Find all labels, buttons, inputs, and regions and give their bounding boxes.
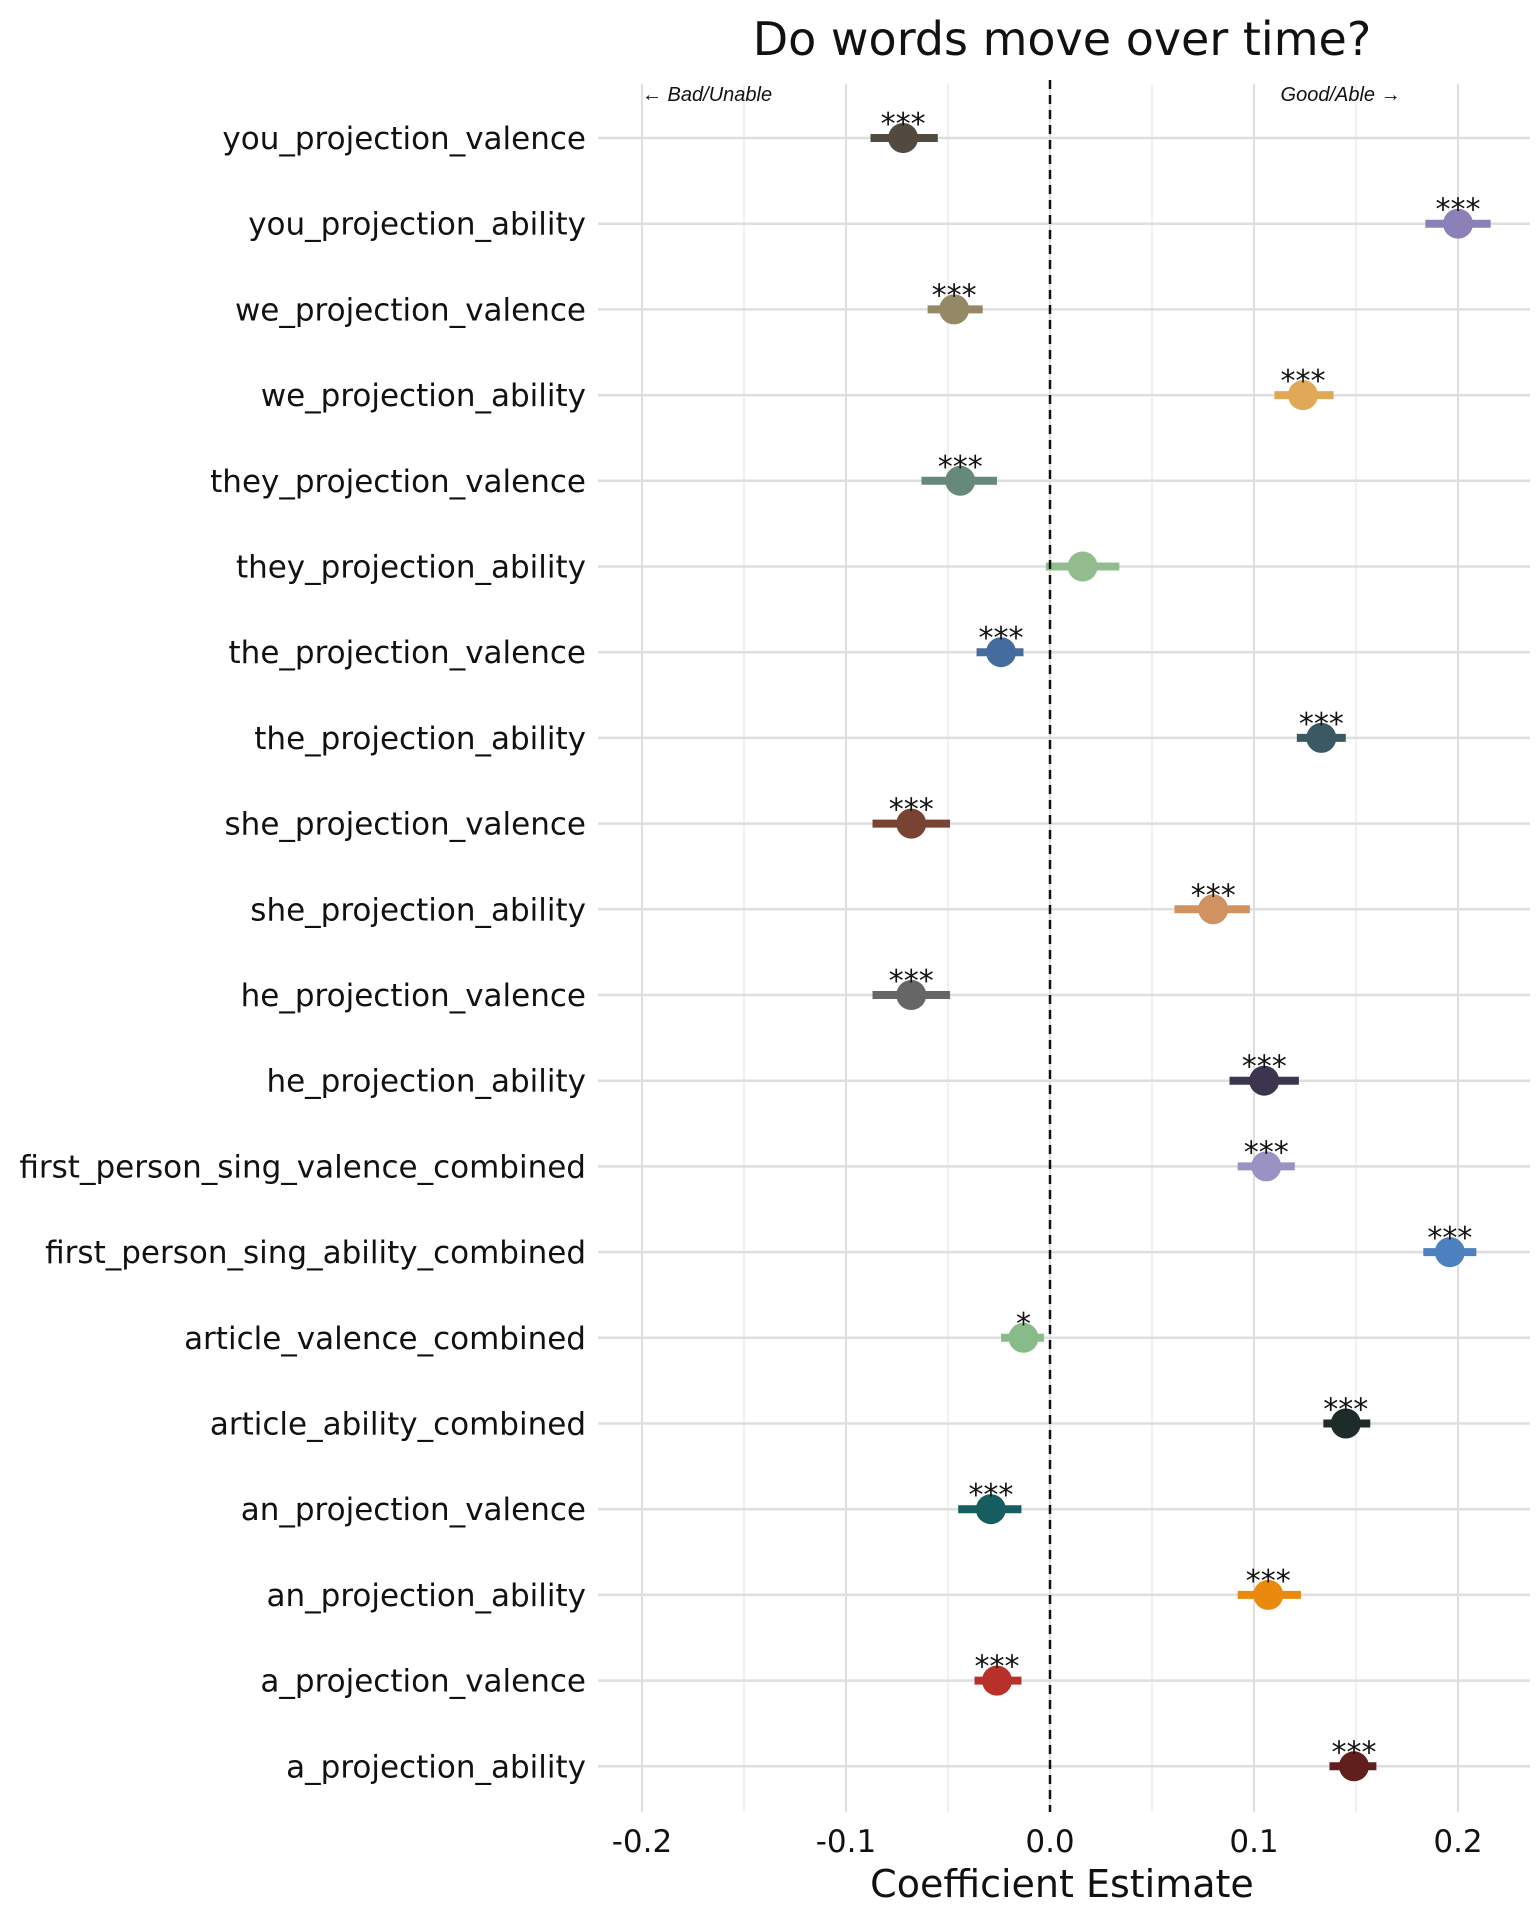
coefficient-point	[1251, 1151, 1282, 1182]
chart-title: Do words move over time?	[753, 12, 1371, 66]
significance-stars: ***	[1280, 364, 1325, 399]
coefficient-point	[1330, 1408, 1361, 1439]
y-tick-label: we_projection_valence	[235, 292, 586, 328]
coefficient-point	[1249, 1065, 1280, 1096]
significance-stars: ***	[932, 278, 977, 313]
significance-stars: ***	[1299, 707, 1344, 742]
y-tick-label: first_person_sing_ability_combined	[45, 1235, 586, 1271]
coefficient-point	[1067, 551, 1098, 582]
significance-stars: ***	[979, 621, 1024, 656]
y-tick-label: she_projection_valence	[225, 807, 586, 843]
significance-stars: ***	[1242, 1050, 1287, 1085]
coefficient-point	[1008, 1322, 1039, 1353]
coefficient-point	[1287, 380, 1318, 411]
significance-stars: ***	[1244, 1135, 1289, 1170]
coefficient-point	[975, 1494, 1006, 1525]
coefficient-point	[939, 294, 970, 325]
significance-stars: ***	[1427, 1221, 1472, 1256]
x-axis-label: Coefficient Estimate	[870, 1862, 1254, 1906]
y-tick-label: a_projection_valence	[260, 1664, 586, 1700]
significance-stars: ***	[968, 1478, 1013, 1513]
significance-stars: ***	[889, 964, 934, 999]
annotation-good-able: Good/Able →	[1281, 84, 1401, 106]
coefficient-point	[986, 637, 1017, 668]
x-tick-label: 0.2	[1433, 1824, 1482, 1860]
x-tick-label: 0.0	[1025, 1824, 1074, 1860]
coefficient-point	[896, 980, 927, 1010]
coefficient-point	[1434, 1237, 1465, 1268]
coefficient-point	[896, 808, 927, 839]
y-tick-label: he_projection_valence	[241, 978, 586, 1014]
annotation-bad-unable: ← Bad/Unable	[642, 84, 772, 106]
y-tick-label: she_projection_ability	[250, 892, 586, 928]
y-tick-label: article_ability_combined	[210, 1407, 586, 1443]
significance-stars: ***	[974, 1650, 1019, 1685]
significance-stars: ***	[1323, 1393, 1368, 1428]
coefficient-point	[981, 1665, 1012, 1696]
coefficient-point	[1338, 1751, 1369, 1782]
x-axis-ticks: -0.2 -0.1 0.0 0.1 0.2	[612, 1824, 1483, 1860]
significance-stars: ***	[889, 793, 934, 828]
y-tick-label: we_projection_ability	[261, 378, 586, 414]
y-tick-label: an_projection_ability	[267, 1578, 586, 1614]
y-tick-label: you_projection_valence	[222, 121, 586, 157]
significance-stars: ***	[1331, 1735, 1376, 1770]
significance-stars: ***	[1436, 193, 1481, 228]
coefficient-point	[1443, 208, 1473, 239]
x-tick-label: 0.1	[1229, 1824, 1278, 1860]
y-tick-label: you_projection_ability	[248, 207, 586, 243]
significance-stars: *	[1016, 1307, 1031, 1342]
coefficient-point	[1306, 722, 1337, 753]
x-tick-label: -0.1	[816, 1824, 877, 1860]
significance-stars: ***	[881, 107, 926, 142]
y-tick-label: first_person_sing_valence_combined	[19, 1149, 586, 1185]
significance-stars: ***	[1191, 878, 1236, 913]
y-tick-label: the_projection_ability	[254, 721, 586, 757]
x-tick-label: -0.2	[612, 1824, 673, 1860]
significance-stars: ***	[938, 450, 983, 485]
y-tick-label: article_valence_combined	[184, 1321, 586, 1357]
y-tick-label: he_projection_ability	[266, 1064, 586, 1100]
coefficient-point	[888, 123, 919, 153]
coefficient-point	[1198, 894, 1229, 925]
coefficient-rows: you_projection_valence *** you_projection_…	[19, 107, 1530, 1785]
coefficient-point	[1253, 1579, 1284, 1610]
y-tick-label: they_projection_ability	[236, 550, 586, 586]
y-tick-label: they_projection_valence	[210, 464, 586, 500]
y-tick-label: an_projection_valence	[241, 1492, 586, 1528]
significance-stars: ***	[1246, 1564, 1291, 1599]
y-tick-label: a_projection_ability	[286, 1749, 586, 1785]
y-tick-label: the_projection_valence	[229, 635, 586, 671]
coefficient-point	[945, 465, 976, 496]
